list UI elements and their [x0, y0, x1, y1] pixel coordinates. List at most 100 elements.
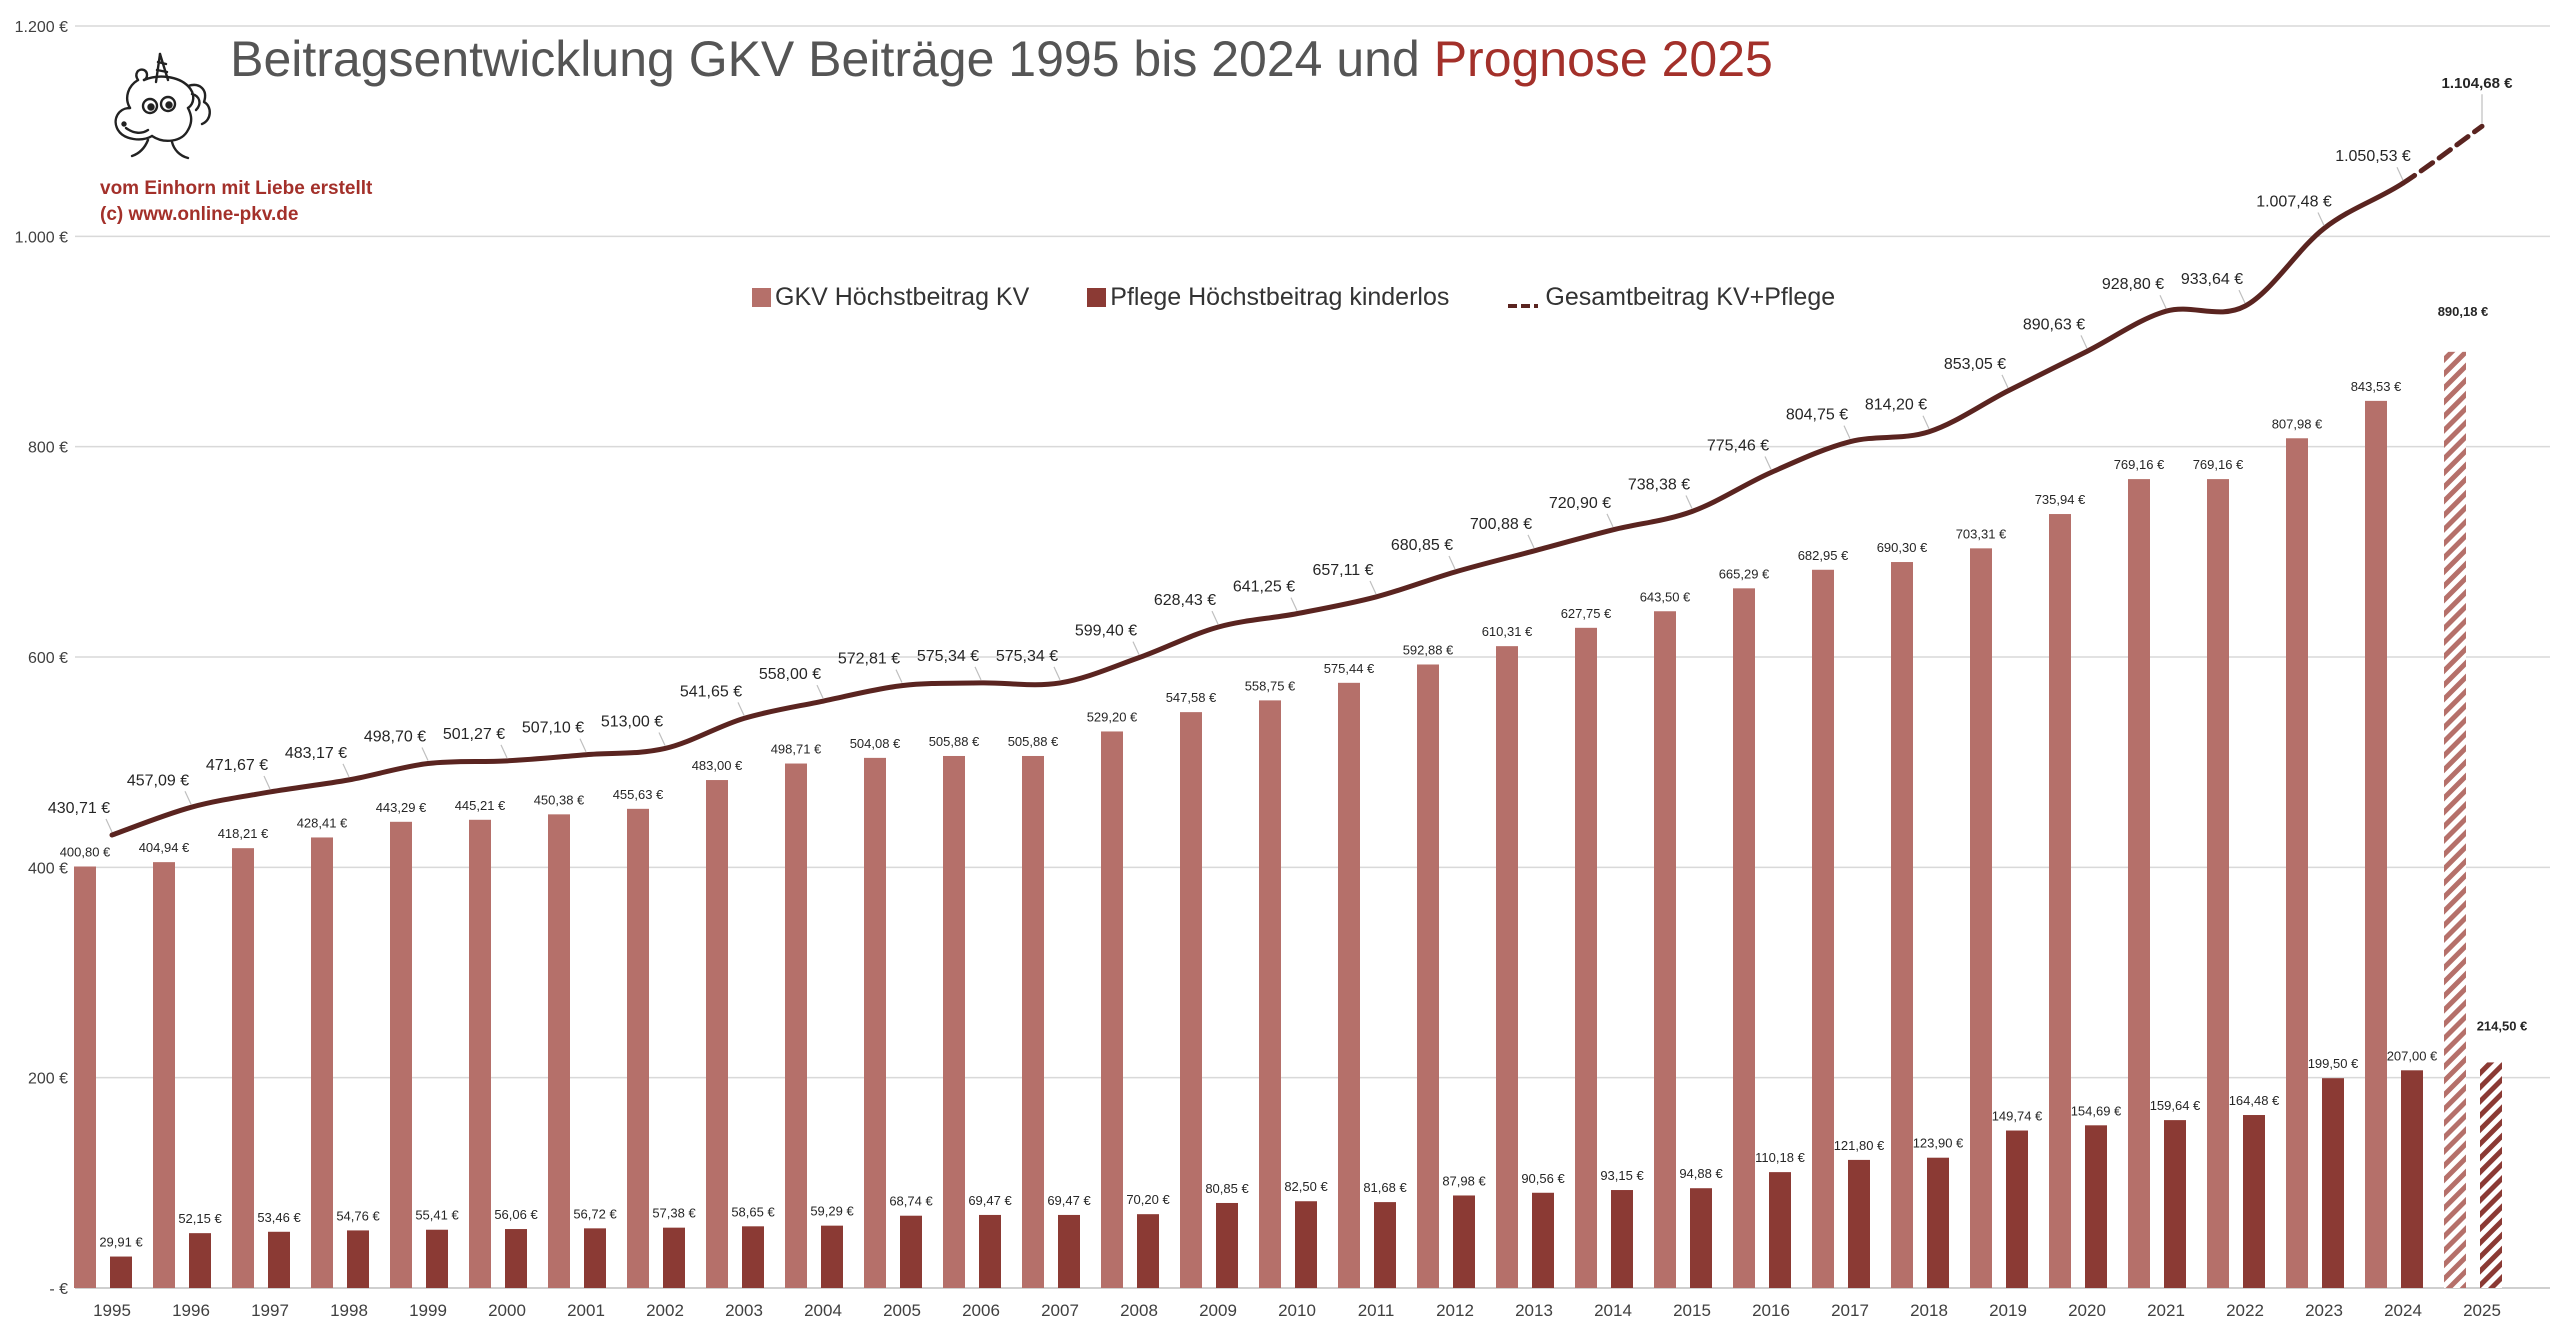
- bar-pflege-label: 58,65 €: [731, 1204, 775, 1219]
- bar-kv: [311, 837, 333, 1288]
- x-tick-label: 2012: [1436, 1301, 1474, 1320]
- line-total-leader: [2080, 335, 2088, 349]
- bar-pflege: [1769, 1172, 1791, 1288]
- bar-pflege: [1058, 1214, 1080, 1288]
- bar-kv-label: 428,41 €: [297, 815, 348, 830]
- x-tick-label: 2015: [1673, 1301, 1711, 1320]
- line-total-label: 483,17 €: [285, 745, 347, 762]
- x-tick-label: 1997: [251, 1301, 289, 1320]
- x-tick-label: 2017: [1831, 1301, 1869, 1320]
- bar-kv-label: 445,21 €: [455, 798, 506, 813]
- x-tick-label: 2005: [883, 1301, 921, 1320]
- line-total-leader: [1369, 580, 1377, 595]
- line-total-leader: [1211, 610, 1219, 625]
- line-total-leader: [2159, 294, 2167, 309]
- bar-kv-label: 735,94 €: [2035, 492, 2086, 507]
- bar-pflege-label: 54,76 €: [336, 1208, 380, 1223]
- line-total-leader: [342, 763, 350, 778]
- x-tick-label: 2002: [646, 1301, 684, 1320]
- y-tick-label: 1.000 €: [15, 229, 68, 246]
- line-total-leader: [737, 702, 745, 716]
- chart-title-highlight: Prognose 2025: [1433, 31, 1773, 87]
- line-total-label: 933,64 €: [2181, 271, 2243, 288]
- line-total-label: 572,81 €: [838, 651, 900, 668]
- bar-kv: [1496, 646, 1518, 1288]
- line-total-leader: [1527, 534, 1535, 549]
- bar-pflege-label: 214,50 €: [2477, 1018, 2528, 1033]
- bar-pflege: [1848, 1159, 1870, 1288]
- x-tick-label: 2024: [2384, 1301, 2422, 1320]
- bar-kv-label: 643,50 €: [1640, 589, 1691, 604]
- y-tick-label: 200 €: [28, 1071, 68, 1088]
- branding-line1: vom Einhorn mit Liebe erstellt: [100, 178, 373, 199]
- bar-kv: [1970, 548, 1992, 1288]
- line-total-label: 501,27 €: [443, 726, 505, 743]
- bar-pflege: [584, 1228, 606, 1288]
- line-total-label: 641,25 €: [1233, 579, 1295, 596]
- bar-pflege: [663, 1227, 685, 1288]
- bar-pflege: [2243, 1115, 2265, 1288]
- line-total-leader: [263, 775, 271, 790]
- bar-kv-label: 682,95 €: [1798, 548, 1849, 563]
- line-total-leader: [2396, 166, 2404, 181]
- line-total-label: 1.050,53 €: [2335, 148, 2411, 165]
- line-total-leader: [500, 744, 508, 759]
- x-tick-label: 2022: [2226, 1301, 2264, 1320]
- x-tick-label: 2003: [725, 1301, 763, 1320]
- line-total-leader: [1843, 425, 1851, 439]
- line-total-leader: [974, 666, 982, 681]
- bar-pflege: [2006, 1130, 2028, 1288]
- x-tick-label: 2001: [567, 1301, 605, 1320]
- x-tick-label: 2025: [2463, 1301, 2501, 1320]
- line-total-label: 804,75 €: [1786, 407, 1848, 424]
- bar-pflege-label: 199,50 €: [2308, 1056, 2359, 1071]
- bar-pflege-label: 57,38 €: [652, 1206, 696, 1221]
- bar-kv: [1575, 627, 1597, 1288]
- bar-pflege: [2401, 1070, 2423, 1288]
- chart-title-main: Beitragsentwicklung GKV Beiträge 1995 bi…: [230, 31, 1420, 87]
- line-total-label: 575,34 €: [917, 648, 979, 665]
- bar-kv: [1101, 731, 1123, 1288]
- branding-line2: (c) www.online-pkv.de: [100, 204, 299, 225]
- bar-kv: [1733, 588, 1755, 1288]
- bar-pflege-label: 164,48 €: [2229, 1093, 2280, 1108]
- bar-kv: [74, 866, 96, 1288]
- line-total-label: 775,46 €: [1707, 437, 1769, 454]
- line-total-leader: [816, 684, 824, 699]
- labels-layer: - € 200 € 400 € 600 € 800 € 1.000 € 1.200 € 199…: [15, 19, 2528, 1320]
- bar-kv: [1654, 611, 1676, 1288]
- bar-kv-label: 769,16 €: [2114, 457, 2165, 472]
- line-total-leader: [658, 732, 666, 746]
- x-tick-label: 2006: [962, 1301, 1000, 1320]
- y-tick-label: 400 €: [28, 860, 68, 877]
- x-tick-label: 2004: [804, 1301, 842, 1320]
- bar-pflege-label: 94,88 €: [1679, 1166, 1723, 1181]
- line-total-label: 1.104,68 €: [2442, 75, 2514, 92]
- bar-kv: [785, 763, 807, 1288]
- line-total-label: 738,38 €: [1628, 476, 1690, 493]
- bar-pflege: [2164, 1120, 2186, 1288]
- bar-kv-label: 547,58 €: [1166, 690, 1217, 705]
- legend-item-pflege: Pflege Höchstbeitrag kinderlos: [1087, 283, 1449, 312]
- bar-kv-label: 575,44 €: [1324, 661, 1375, 676]
- bar-pflege: [268, 1231, 290, 1288]
- branding: vom Einhorn mit Liebe erstellt (c) www.o…: [100, 176, 372, 228]
- line-total-leader: [1448, 555, 1456, 570]
- legend-item-total: Gesamtbeitrag KV+Pflege: [1507, 283, 1835, 312]
- bar-kv: [1417, 664, 1439, 1288]
- legend-swatch-total: [1507, 291, 1539, 308]
- line-total-leader: [2001, 374, 2009, 389]
- bar-kv-label: 610,31 €: [1482, 624, 1533, 639]
- bar-kv: [943, 755, 965, 1288]
- bar-pflege-label: 87,98 €: [1442, 1173, 1486, 1188]
- bar-pflege: [742, 1226, 764, 1288]
- line-total-leader: [184, 791, 192, 805]
- legend-swatch-pflege: [1087, 288, 1107, 307]
- bar-pflege: [1927, 1157, 1949, 1288]
- line-total-leader: [1606, 513, 1614, 528]
- bars-layer: [74, 351, 2502, 1289]
- bar-kv-label: 483,00 €: [692, 758, 743, 773]
- bar-pflege: [2322, 1078, 2344, 1288]
- legend-swatch-kv: [752, 288, 771, 307]
